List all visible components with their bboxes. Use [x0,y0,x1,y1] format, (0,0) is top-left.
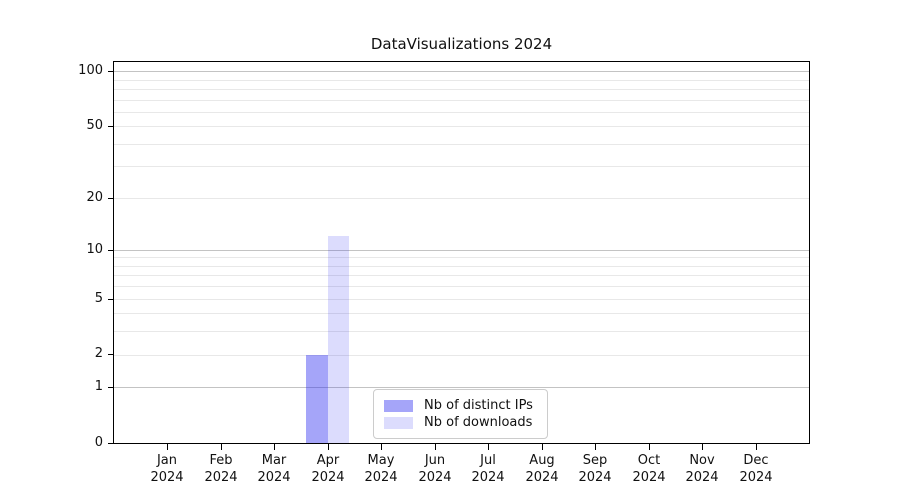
gridline-minor [114,166,809,168]
y-axis-tick-label: 20 [86,190,103,205]
year-label: 2024 [471,470,505,485]
y-axis-tick-label: 2 [94,346,103,361]
x-axis-tick [167,444,168,450]
year-label: 2024 [311,470,345,485]
x-axis-tick [756,444,757,450]
bar-downloads [327,236,350,443]
x-axis-tick-label: Apr 2024 [288,452,368,486]
x-axis-tick [542,444,543,450]
gridline-minor [114,313,809,315]
x-axis-tick [702,444,703,450]
month-label: Mar [261,453,287,468]
year-label: 2024 [632,470,666,485]
legend-entry-label: Nb of distinct IPs [424,398,533,413]
x-axis-tick-label: Jul 2024 [448,452,528,486]
x-axis-tick [381,444,382,450]
x-axis-tick [595,444,596,450]
y-axis-tick-label: 5 [94,291,103,306]
chart-title: DataVisualizations 2024 [370,35,553,53]
month-label: May [367,453,395,468]
x-axis-tick [328,444,329,450]
year-label: 2024 [739,470,773,485]
y-axis-tick [108,71,113,72]
legend-entry: Nb of downloads [384,414,533,431]
legend-swatch-distinct-ips [384,399,413,412]
bar-distinct-ips [306,354,328,443]
gridline-minor [114,79,809,81]
month-label: Sep [582,453,608,468]
x-axis-tick-label: Jan 2024 [127,452,207,486]
gridline-minor [114,275,809,277]
plot-area [113,61,810,444]
x-axis-tick [435,444,436,450]
x-axis-tick-label: Nov 2024 [662,452,742,486]
gridline-minor [114,354,809,356]
y-axis-tick [108,443,113,444]
legend: Nb of distinct IPs Nb of downloads [373,389,548,439]
x-axis-tick-label: Oct 2024 [609,452,689,486]
y-axis-tick [108,126,113,127]
y-axis-tick [108,250,113,251]
gridline-minor [114,143,809,145]
gridline-minor [114,331,809,333]
y-axis-tick-label: 100 [78,63,103,78]
year-label: 2024 [257,470,291,485]
gridline-minor [114,88,809,90]
gridline-major [114,249,809,251]
month-label: Jan [156,453,178,468]
legend-entry: Nb of distinct IPs [384,397,533,414]
gridline-minor [114,286,809,288]
year-label: 2024 [685,470,719,485]
month-label: Dec [743,453,769,468]
year-label: 2024 [578,470,612,485]
y-axis-tick-label: 10 [86,242,103,257]
month-label: Apr [316,453,340,468]
month-label: Jun [424,453,446,468]
month-label: Feb [209,453,233,468]
legend-swatch-downloads [384,416,413,429]
gridline-minor [114,257,809,259]
x-axis-tick-label: Dec 2024 [716,452,796,486]
year-label: 2024 [204,470,238,485]
x-axis-tick-label: Aug 2024 [502,452,582,486]
gridline-minor [114,298,809,300]
x-axis-tick-label: May 2024 [341,452,421,486]
y-axis-tick-label: 50 [86,118,103,133]
x-axis-tick-label: Sep 2024 [555,452,635,486]
gridline-minor [114,126,809,128]
gridline-minor [114,197,809,199]
month-label: Nov [689,453,715,468]
x-axis-tick [274,444,275,450]
y-axis-tick [108,299,113,300]
y-axis-tick [108,198,113,199]
year-label: 2024 [418,470,452,485]
y-axis-tick [108,354,113,355]
y-axis-tick-label: 0 [94,435,103,450]
x-axis-tick [488,444,489,450]
x-axis-tick [649,444,650,450]
x-axis-tick-label: Feb 2024 [181,452,261,486]
gridline-minor [114,111,809,113]
month-label: Aug [529,453,555,468]
x-axis-tick-label: Jun 2024 [395,452,475,486]
year-label: 2024 [525,470,559,485]
year-label: 2024 [150,470,184,485]
gridline-minor [114,265,809,267]
legend-entry-label: Nb of downloads [424,415,533,430]
y-axis-tick-label: 1 [94,379,103,394]
x-axis-tick-label: Mar 2024 [234,452,314,486]
gridline-major [114,387,809,389]
x-axis-tick [221,444,222,450]
month-label: Jul [480,453,496,468]
y-axis-tick [108,387,113,388]
month-label: Oct [637,453,661,468]
gridline-major [114,71,809,72]
year-label: 2024 [364,470,398,485]
gridline-minor [114,99,809,101]
